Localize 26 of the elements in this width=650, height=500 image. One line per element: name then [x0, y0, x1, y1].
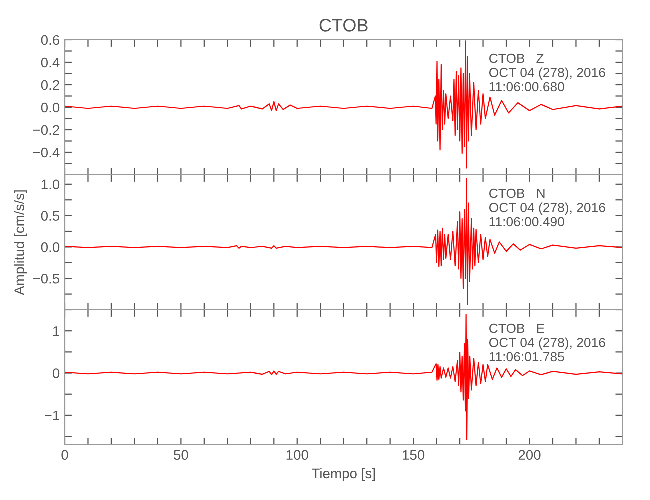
chart-title: CTOB [320, 19, 368, 32]
y-axis-title: Amplitud [cm/s/s] [14, 190, 28, 296]
y-tick-label: −1 [44, 410, 60, 420]
x-axis-title: Tiempo [s] [312, 468, 376, 482]
x-tick-label: 0 [62, 450, 68, 460]
y-tick-label: −0.5 [33, 274, 60, 284]
x-tick-label: 50 [174, 450, 188, 460]
line-series [65, 314, 623, 440]
annotation: CTOB Z OCT 04 (278), 2016 11:06:00.680 [489, 54, 606, 92]
y-tick-label: −0.2 [33, 125, 60, 136]
y-tick-label: 0.4 [41, 58, 60, 68]
x-tick-label: 100 [286, 450, 308, 460]
annotation: CTOB E OCT 04 (278), 2016 11:06:01.785 [489, 324, 606, 362]
y-tick-label: 1 [53, 326, 60, 336]
y-tick-label: 1.0 [42, 180, 60, 190]
y-tick-label: 0.0 [41, 102, 60, 113]
line-series [65, 178, 623, 306]
x-tick-label: 150 [403, 450, 425, 460]
y-tick-label: 0.5 [41, 211, 60, 221]
y-tick-label: 0.0 [41, 242, 60, 252]
annotation: CTOB N OCT 04 (278), 2016 11:06:00.490 [489, 188, 606, 227]
x-tick-label: 200 [518, 450, 541, 460]
y-tick-label: 0.2 [41, 80, 60, 90]
y-tick-label: −0.4 [33, 148, 60, 158]
y-tick-label: 0 [52, 368, 60, 378]
y-tick-label: 0.6 [41, 35, 60, 46]
